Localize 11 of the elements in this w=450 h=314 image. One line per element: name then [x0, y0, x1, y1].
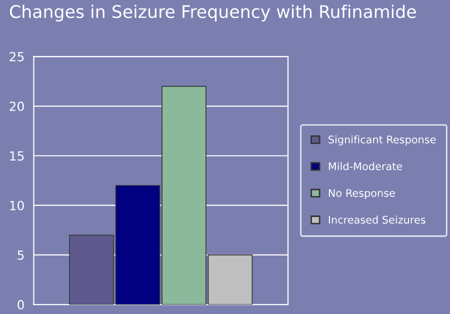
- legend-label: Significant Response: [328, 135, 436, 146]
- y-tick-label: 25: [10, 52, 24, 62]
- legend-label: No Response: [328, 189, 395, 199]
- y-tick-label: 5: [18, 250, 24, 260]
- chart-title: Changes in Seizure Frequency with Rufinamide: [10, 4, 416, 22]
- legend-label: Mild-Moderate: [328, 162, 402, 170]
- legend-label: Increased Seizures: [328, 216, 426, 224]
- y-tick-label: 15: [10, 151, 24, 161]
- y-tick-label: 20: [10, 102, 24, 112]
- y-tick-label: 0: [18, 300, 24, 310]
- y-tick-label: 10: [10, 200, 24, 210]
